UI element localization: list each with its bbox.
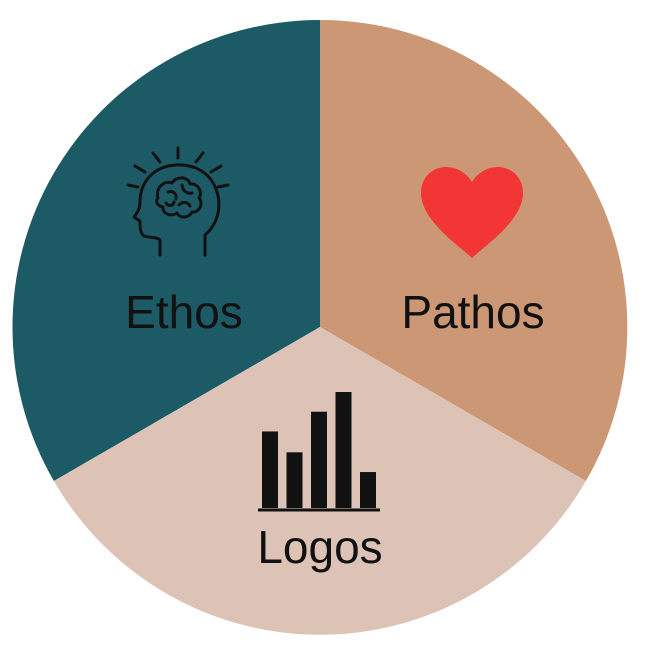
chart-icon-bar — [360, 472, 376, 508]
heart-icon — [421, 167, 523, 258]
chart-icon-bar — [286, 452, 303, 508]
brain-head-icon — [126, 146, 230, 257]
chart-icon-bar — [262, 431, 278, 508]
pathos-label: Pathos — [401, 286, 544, 338]
ethos-label: Ethos — [125, 286, 243, 338]
bar-chart-icon — [262, 392, 376, 508]
logos-label: Logos — [257, 521, 382, 573]
chart-icon-bar — [311, 411, 327, 508]
ethos-segment — [12, 19, 320, 481]
chart-icon-bar — [335, 392, 352, 508]
